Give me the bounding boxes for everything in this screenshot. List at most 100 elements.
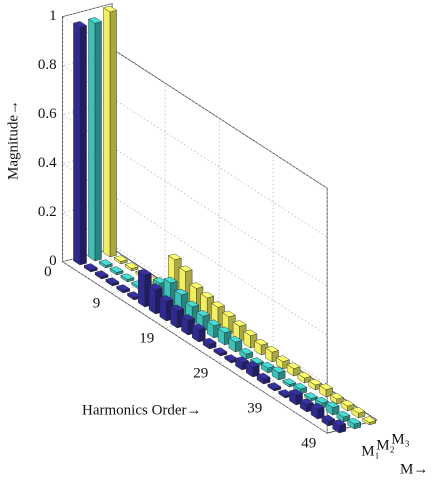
depth-axis-label: M→ [400,461,428,477]
bar-top [113,255,128,262]
bar [159,295,174,322]
bar [109,266,124,276]
x-tick-label: 49 [301,435,316,451]
legend-label: M₂ [376,437,395,453]
y-axis-label: Magnitude→ [5,100,21,180]
bar-top [180,314,196,321]
bar-top [347,417,362,425]
bar-top [245,361,260,368]
bar-top [210,301,226,308]
bar [329,392,344,405]
bar [228,336,243,353]
bar-top [336,410,351,418]
x-tick-label: 29 [193,365,208,381]
x-tick-label: 39 [247,400,262,416]
x-tick-label: 19 [139,330,154,346]
bar-side [79,25,87,266]
bar-top [163,276,178,284]
bar-top [206,319,221,326]
bar [87,17,103,262]
bar-top [167,253,182,260]
bar [351,406,366,419]
y-tick-label: 0.8 [38,57,57,73]
bar [362,416,377,426]
bar-top [271,366,286,373]
bar-top [282,378,297,385]
y-tick-label: 1 [49,8,57,24]
bar-top [243,329,258,336]
bar-front [73,22,81,266]
bar-top [286,362,301,369]
bar-top [332,419,347,426]
y-tick-label: 0 [49,253,57,269]
bar-top [234,356,250,363]
bar [243,329,258,349]
bar-top [303,392,319,399]
bar [191,323,206,343]
bar-top [254,339,269,346]
bar-top [200,291,215,299]
bar-top [318,383,334,390]
x-axis-label: Harmonics Order→ [82,402,202,418]
grid-line [61,3,328,189]
bar-top [185,300,200,308]
bar-top [275,355,290,362]
bar [245,361,260,378]
bar-top [213,347,228,354]
bar-top [174,288,189,296]
bar-top [191,323,206,330]
bar-top [105,277,120,284]
bar [271,366,286,381]
bar-top [288,389,304,396]
bar [105,277,120,287]
bar [303,392,319,402]
bar-top [137,268,152,276]
bar [310,403,325,420]
bar-top [116,284,131,291]
bar-top [217,326,232,333]
bar-top [293,382,308,390]
bar [202,337,217,350]
bar [72,21,88,266]
bar-top [260,361,275,369]
bar [102,5,118,258]
bar [336,410,351,423]
bar-top [321,414,336,422]
bar-top [249,357,265,364]
bar [256,372,271,385]
bar-top [297,371,312,379]
bar-top [98,259,113,266]
x-tick-label: 0 [44,264,52,280]
bar [267,382,282,392]
bar [83,263,98,273]
bar [120,273,135,283]
x-tick-label: 9 [93,295,101,311]
bar [94,270,109,280]
bar-front [88,18,96,262]
bar-top [202,337,217,345]
bar-top [221,310,236,318]
bar-top [124,262,139,269]
bar-top [308,378,323,386]
bar-front [138,270,145,308]
bar-top [159,295,174,302]
y-tick-label: 0.6 [38,106,57,122]
bar-top [256,372,271,380]
bar-top [148,283,163,290]
bar-top [228,336,243,343]
bar-front [103,7,111,258]
y-tick-label: 0.2 [38,204,57,220]
bar [170,304,185,329]
bar-top [109,266,124,273]
bar-top [239,347,254,355]
legend-label: M₁ [361,443,380,459]
bar-top [72,21,88,28]
bar-top [178,265,193,272]
bar-top [94,270,109,277]
bar-top [102,5,118,13]
bar-top [340,399,355,407]
legend-label: M₃ [391,431,410,447]
bar-top [120,273,135,280]
bar [308,378,323,391]
